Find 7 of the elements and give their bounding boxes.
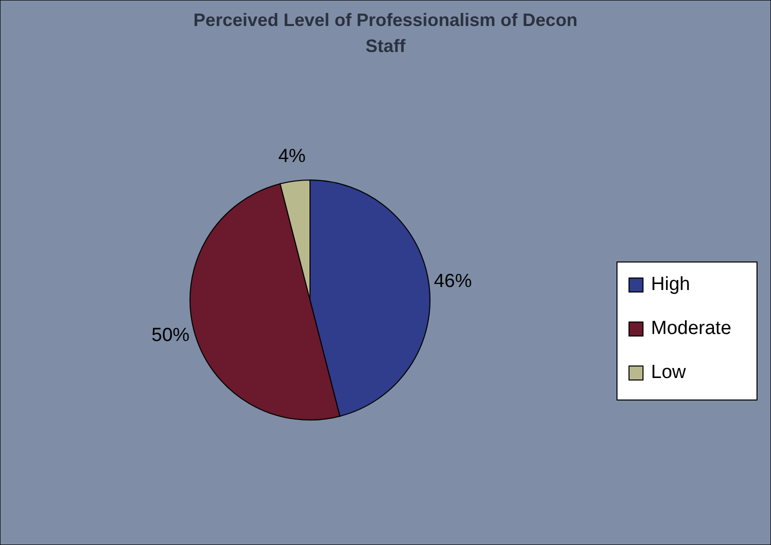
data-label: 4% <box>278 146 306 168</box>
chart-title: Perceived Level of Professionalism of Decon Staff <box>193 10 578 56</box>
data-label: 46% <box>434 270 472 292</box>
data-label: 50% <box>152 324 190 346</box>
legend-label: Low <box>651 362 686 384</box>
legend-label: Moderate <box>651 318 732 340</box>
legend-label: High <box>651 274 690 296</box>
